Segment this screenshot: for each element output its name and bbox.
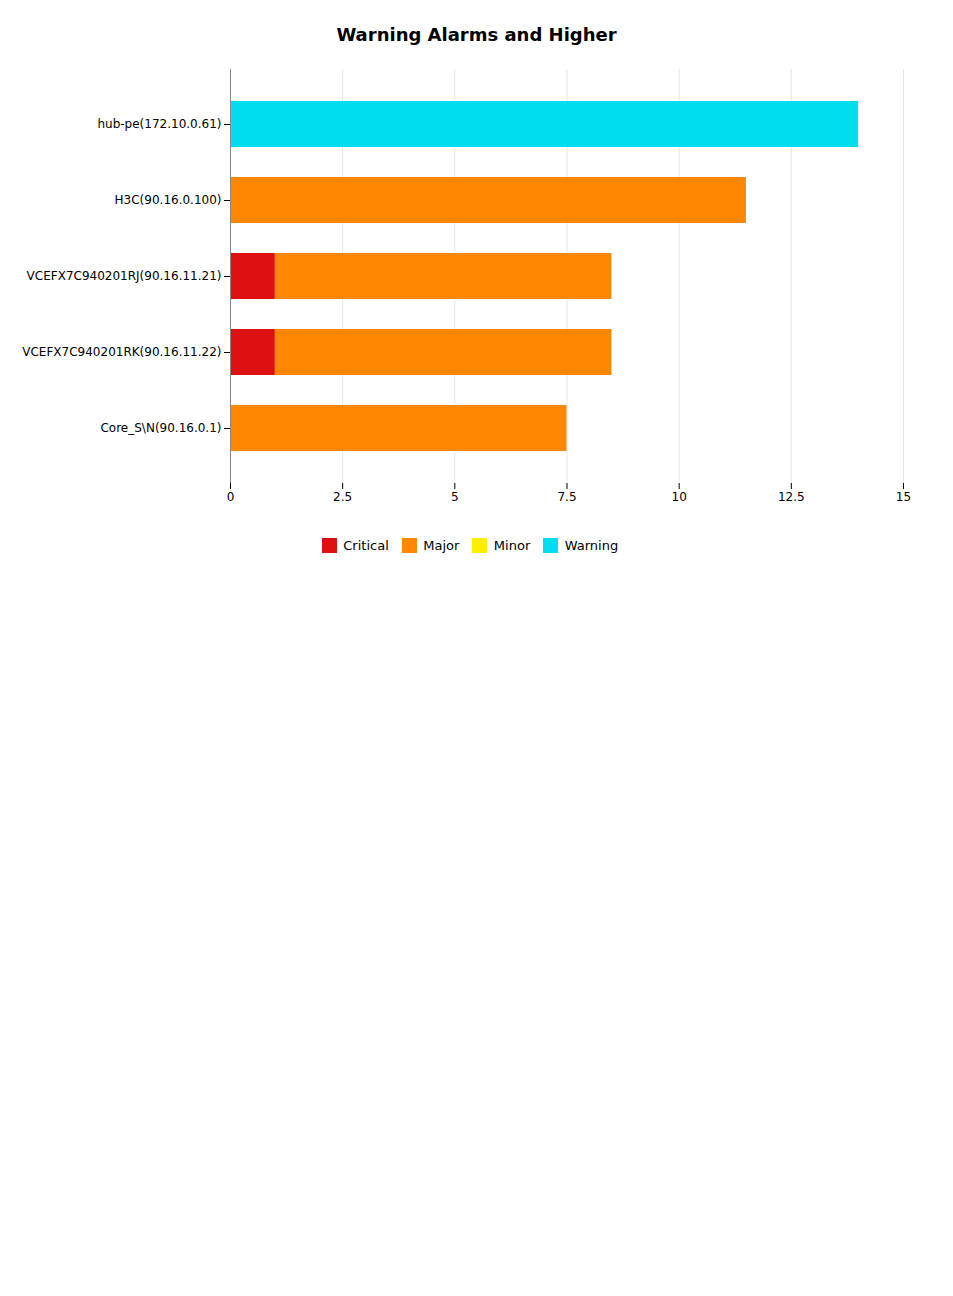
svg-text:7.5: 7.5: [557, 490, 576, 504]
html-text:Minor: Minor: [493, 538, 531, 553]
svg-text:H3C(90.16.0.100): H3C(90.16.0.100): [115, 193, 222, 207]
svg-text:Core_S\N(90.16.0.1): Core_S\N(90.16.0.1): [100, 421, 221, 435]
svg-text:VCEFX7C940201RJ(90.16.11.21): VCEFX7C940201RJ(90.16.11.21): [27, 269, 222, 283]
html-text:Major: Major: [423, 538, 460, 553]
svg-text:15: 15: [896, 490, 911, 504]
svg-text:10: 10: [672, 490, 687, 504]
svg-text:hub-pe(172.10.0.61): hub-pe(172.10.0.61): [97, 117, 221, 131]
svg-text:5: 5: [451, 490, 459, 504]
html-text:Warning Alarms and Higher: Warning Alarms and Higher: [336, 24, 617, 45]
html-text:Critical: Critical: [343, 538, 389, 553]
svg-text:0: 0: [227, 490, 235, 504]
svg-text:2.5: 2.5: [333, 490, 352, 504]
svg-text:12.5: 12.5: [778, 490, 805, 504]
html-text:Warning: Warning: [564, 538, 619, 553]
svg-text:VCEFX7C940201RK(90.16.11.22): VCEFX7C940201RK(90.16.11.22): [22, 345, 221, 359]
